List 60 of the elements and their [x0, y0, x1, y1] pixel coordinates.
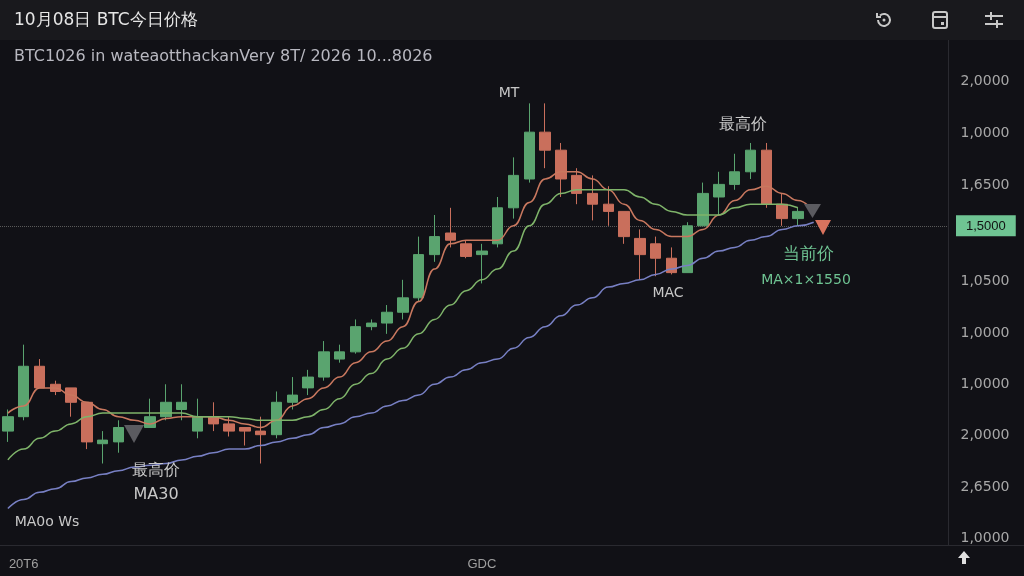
- candlestick: [460, 239, 472, 259]
- text: 1,0500: [960, 272, 1010, 288]
- candlestick: [603, 185, 614, 227]
- candlestick: [287, 376, 298, 410]
- candlestick: [634, 228, 646, 281]
- candlestick: [350, 318, 361, 355]
- candlestick: [271, 390, 282, 439]
- candlestick: [97, 430, 108, 465]
- candlestick: [713, 171, 725, 216]
- candlestick: [318, 340, 330, 382]
- text: 1,0000: [960, 124, 1010, 140]
- candlestick: [65, 387, 77, 418]
- chart-subtitle: BTC1026 in wateaotthackanVery 8T/ 2026 10...8026: [14, 46, 433, 65]
- candlestick: [618, 210, 630, 245]
- text: 2,6500: [960, 478, 1010, 494]
- candlestick: [508, 156, 519, 220]
- x-tick-label: 20T6: [8, 556, 39, 571]
- annotation: MAC: [652, 284, 684, 300]
- candlestick: [397, 279, 409, 320]
- candlestick: [445, 207, 456, 248]
- candlestick: [334, 344, 345, 364]
- candlestick: [682, 221, 693, 274]
- ref-line-label: 1,5000: [966, 218, 1006, 234]
- text: 1,0000: [960, 375, 1010, 391]
- candlestick: [524, 102, 535, 184]
- candlestick: [745, 142, 756, 180]
- candlestick: [666, 246, 677, 275]
- candlestick: [176, 383, 187, 421]
- text: 1,6500: [960, 176, 1010, 192]
- candlestick: [302, 369, 314, 396]
- text: MA0o Ws: [14, 513, 80, 529]
- candlestick: [587, 174, 598, 221]
- text: MT: [498, 84, 520, 100]
- candlestick: [429, 214, 440, 263]
- chart-title: 10月08日 BTC今日价格: [14, 8, 198, 31]
- x-tick-label: GDC: [467, 556, 497, 571]
- candlestick: [2, 408, 14, 443]
- text: 2,0000: [960, 72, 1010, 88]
- text: 1,0000: [960, 529, 1010, 545]
- candlestick: [18, 344, 29, 421]
- candlestick: [192, 398, 203, 439]
- candlestick: [476, 243, 488, 284]
- candlestick: [792, 207, 804, 227]
- candlestick: [113, 419, 124, 454]
- annotation: 最高价: [719, 113, 767, 135]
- candlestick: [729, 153, 740, 191]
- candlestick: [366, 318, 377, 331]
- candlestick: [492, 196, 503, 248]
- annotation: 当前价: [782, 241, 834, 265]
- text: 2,0000: [960, 426, 1010, 442]
- candlestick: [539, 102, 551, 169]
- candlestick: [34, 358, 45, 389]
- candlestick: [381, 304, 393, 335]
- text: 1,0000: [960, 324, 1010, 340]
- candlestick: [650, 236, 661, 277]
- candlestick: [697, 182, 709, 227]
- annotation: MA×1×1550: [761, 271, 851, 287]
- text: MA30: [133, 483, 179, 503]
- candlestick: [776, 192, 788, 227]
- candlestick: [413, 236, 424, 302]
